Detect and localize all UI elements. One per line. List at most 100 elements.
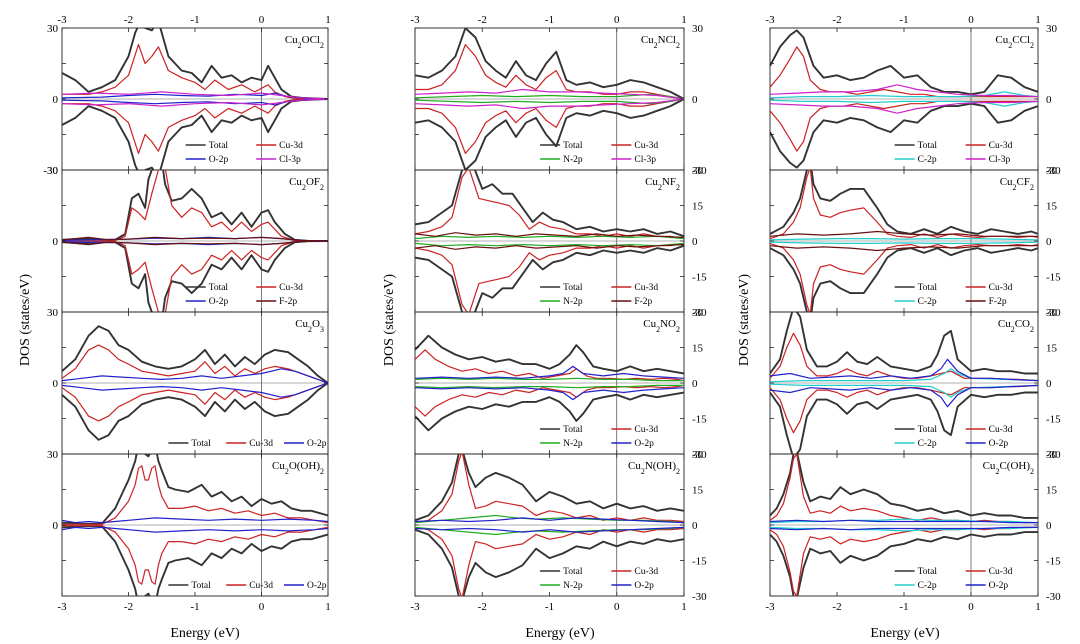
legend: Total Cu-3d N-2p Cl-3p: [540, 141, 658, 165]
legend-label: Cu-3d: [634, 283, 658, 293]
panel-title-post: OCl: [302, 34, 320, 46]
legend: Total Cu-3d N-2p O-2p: [540, 425, 658, 449]
panel-title: Cu2NCl2: [641, 34, 680, 50]
series-c-2p-down: [770, 241, 1038, 244]
legend: Total Cu-3d O-2p F-2p: [185, 283, 303, 307]
panel-title-post: N(OH): [645, 460, 676, 472]
x-axis-label-col3: Energy (eV): [870, 626, 940, 641]
legend: Total Cu-3d N-2p F-2p: [540, 283, 658, 307]
series-cu-3d-up: [62, 465, 328, 525]
legend-label: F-2p: [279, 297, 297, 307]
series-cu-3d-down: [415, 384, 684, 417]
legend-label: Total: [563, 283, 583, 293]
panel-title-pre: Cu: [295, 318, 308, 330]
panel-title-post: O: [312, 318, 320, 330]
x-tick-label-top: -1: [545, 14, 554, 26]
legend-label: Total: [191, 439, 211, 449]
panel-title: Cu2OCl2: [285, 34, 324, 50]
series-total-up: [415, 334, 684, 375]
panel-title: Cu2CCl2: [995, 34, 1034, 50]
x-tick-label-top: -2: [832, 14, 841, 26]
x-tick-label-bottom: 1: [681, 601, 687, 613]
panel-title-sub: 2: [656, 325, 660, 334]
legend-label: O-2p: [307, 439, 327, 449]
series-f-2p-up: [415, 232, 684, 238]
panel-title-pre: Cu: [272, 460, 285, 472]
panel-title: Cu2N(OH)2: [628, 460, 680, 476]
legend-label: O-2p: [989, 439, 1009, 449]
panel-1-3: 0 30 Cu2O3 Total Cu-3d O-2p: [47, 307, 329, 455]
panel-title-post: NCl: [658, 34, 676, 46]
y-tick-label: -15: [692, 272, 707, 284]
y-tick-label: 0: [53, 94, 59, 106]
panel-title-post: CF: [1017, 176, 1030, 188]
series-cl-3p-up: [770, 84, 1038, 98]
panel-title-sub2: 2: [676, 41, 680, 50]
x-tick-label-bottom: -3: [765, 601, 775, 613]
panel-title-post: CCl: [1012, 34, 1030, 46]
panel-title-post: C(OH): [999, 460, 1030, 472]
series-total-up: [415, 454, 684, 522]
y-tick-label: 0: [692, 94, 698, 106]
panel-title-sub2: 3: [320, 325, 324, 334]
panel-title: Cu2CO2: [998, 318, 1034, 334]
x-tick-label-bottom: -2: [478, 601, 487, 613]
y-tick-label: -15: [1046, 272, 1061, 284]
y-tick-label: -30: [692, 591, 707, 603]
panel-title-sub: 2: [302, 183, 306, 192]
panel-title-pre: Cu: [995, 34, 1008, 46]
series-cu-3d-down: [62, 240, 328, 312]
panel-title-post: OF: [306, 176, 320, 188]
y-tick-label: 30: [47, 307, 59, 319]
series-cu-3d-up: [415, 349, 684, 382]
series-f-2p-up: [770, 230, 1038, 237]
series-total-up: [770, 170, 1038, 235]
series-c-2p-up: [770, 238, 1038, 241]
legend-label: N-2p: [563, 581, 583, 591]
series-cu-3d-up: [415, 44, 684, 100]
y-tick-label: -30: [1046, 165, 1061, 177]
legend-label: O-2p: [634, 439, 654, 449]
curves-layer: [770, 312, 1038, 454]
legend-label: Cl-3p: [989, 155, 1011, 165]
curves-layer: [770, 454, 1038, 596]
x-tick-label-bottom: -1: [190, 601, 199, 613]
y-tick-label: 0: [692, 520, 698, 532]
curves-layer: [415, 28, 684, 170]
series-cu-3d-down: [62, 382, 328, 422]
panel-title-sub: 2: [1013, 183, 1017, 192]
y-tick-label: -15: [1046, 556, 1061, 568]
legend-label: Cu-3d: [989, 567, 1013, 577]
y-tick-label: 30: [1046, 23, 1058, 35]
panel-title: Cu2OF2: [289, 176, 324, 192]
x-tick-label-top: -2: [124, 14, 133, 26]
series-total-down: [770, 247, 1038, 312]
legend-label: O-2p: [209, 155, 229, 165]
series-cl-3p-down: [415, 98, 684, 110]
panel-title: Cu2NF2: [645, 176, 680, 192]
panel-title-sub2: 2: [676, 467, 680, 476]
series-total-down: [415, 244, 684, 312]
series-f-2p-up: [62, 236, 328, 242]
series-cu-3d-up: [62, 344, 328, 384]
y-tick-label: 30: [1046, 165, 1058, 177]
y-axis-label-col2: DOS (states/eV): [382, 274, 397, 366]
series-o-2p-up: [770, 358, 1038, 382]
panel-title-pre: Cu: [289, 176, 302, 188]
series-total-down: [62, 382, 328, 441]
legend-label: Total: [563, 567, 583, 577]
y-tick-label: 30: [47, 165, 59, 177]
legend-label: Cu-3d: [634, 141, 658, 151]
panel-title: Cu2O(OH)2: [272, 460, 324, 476]
panel-title-sub2: 2: [320, 41, 324, 50]
series-o-2p-up: [415, 517, 684, 524]
legend-label: C-2p: [918, 297, 937, 307]
panel-title: Cu2C(OH)2: [983, 460, 1034, 476]
